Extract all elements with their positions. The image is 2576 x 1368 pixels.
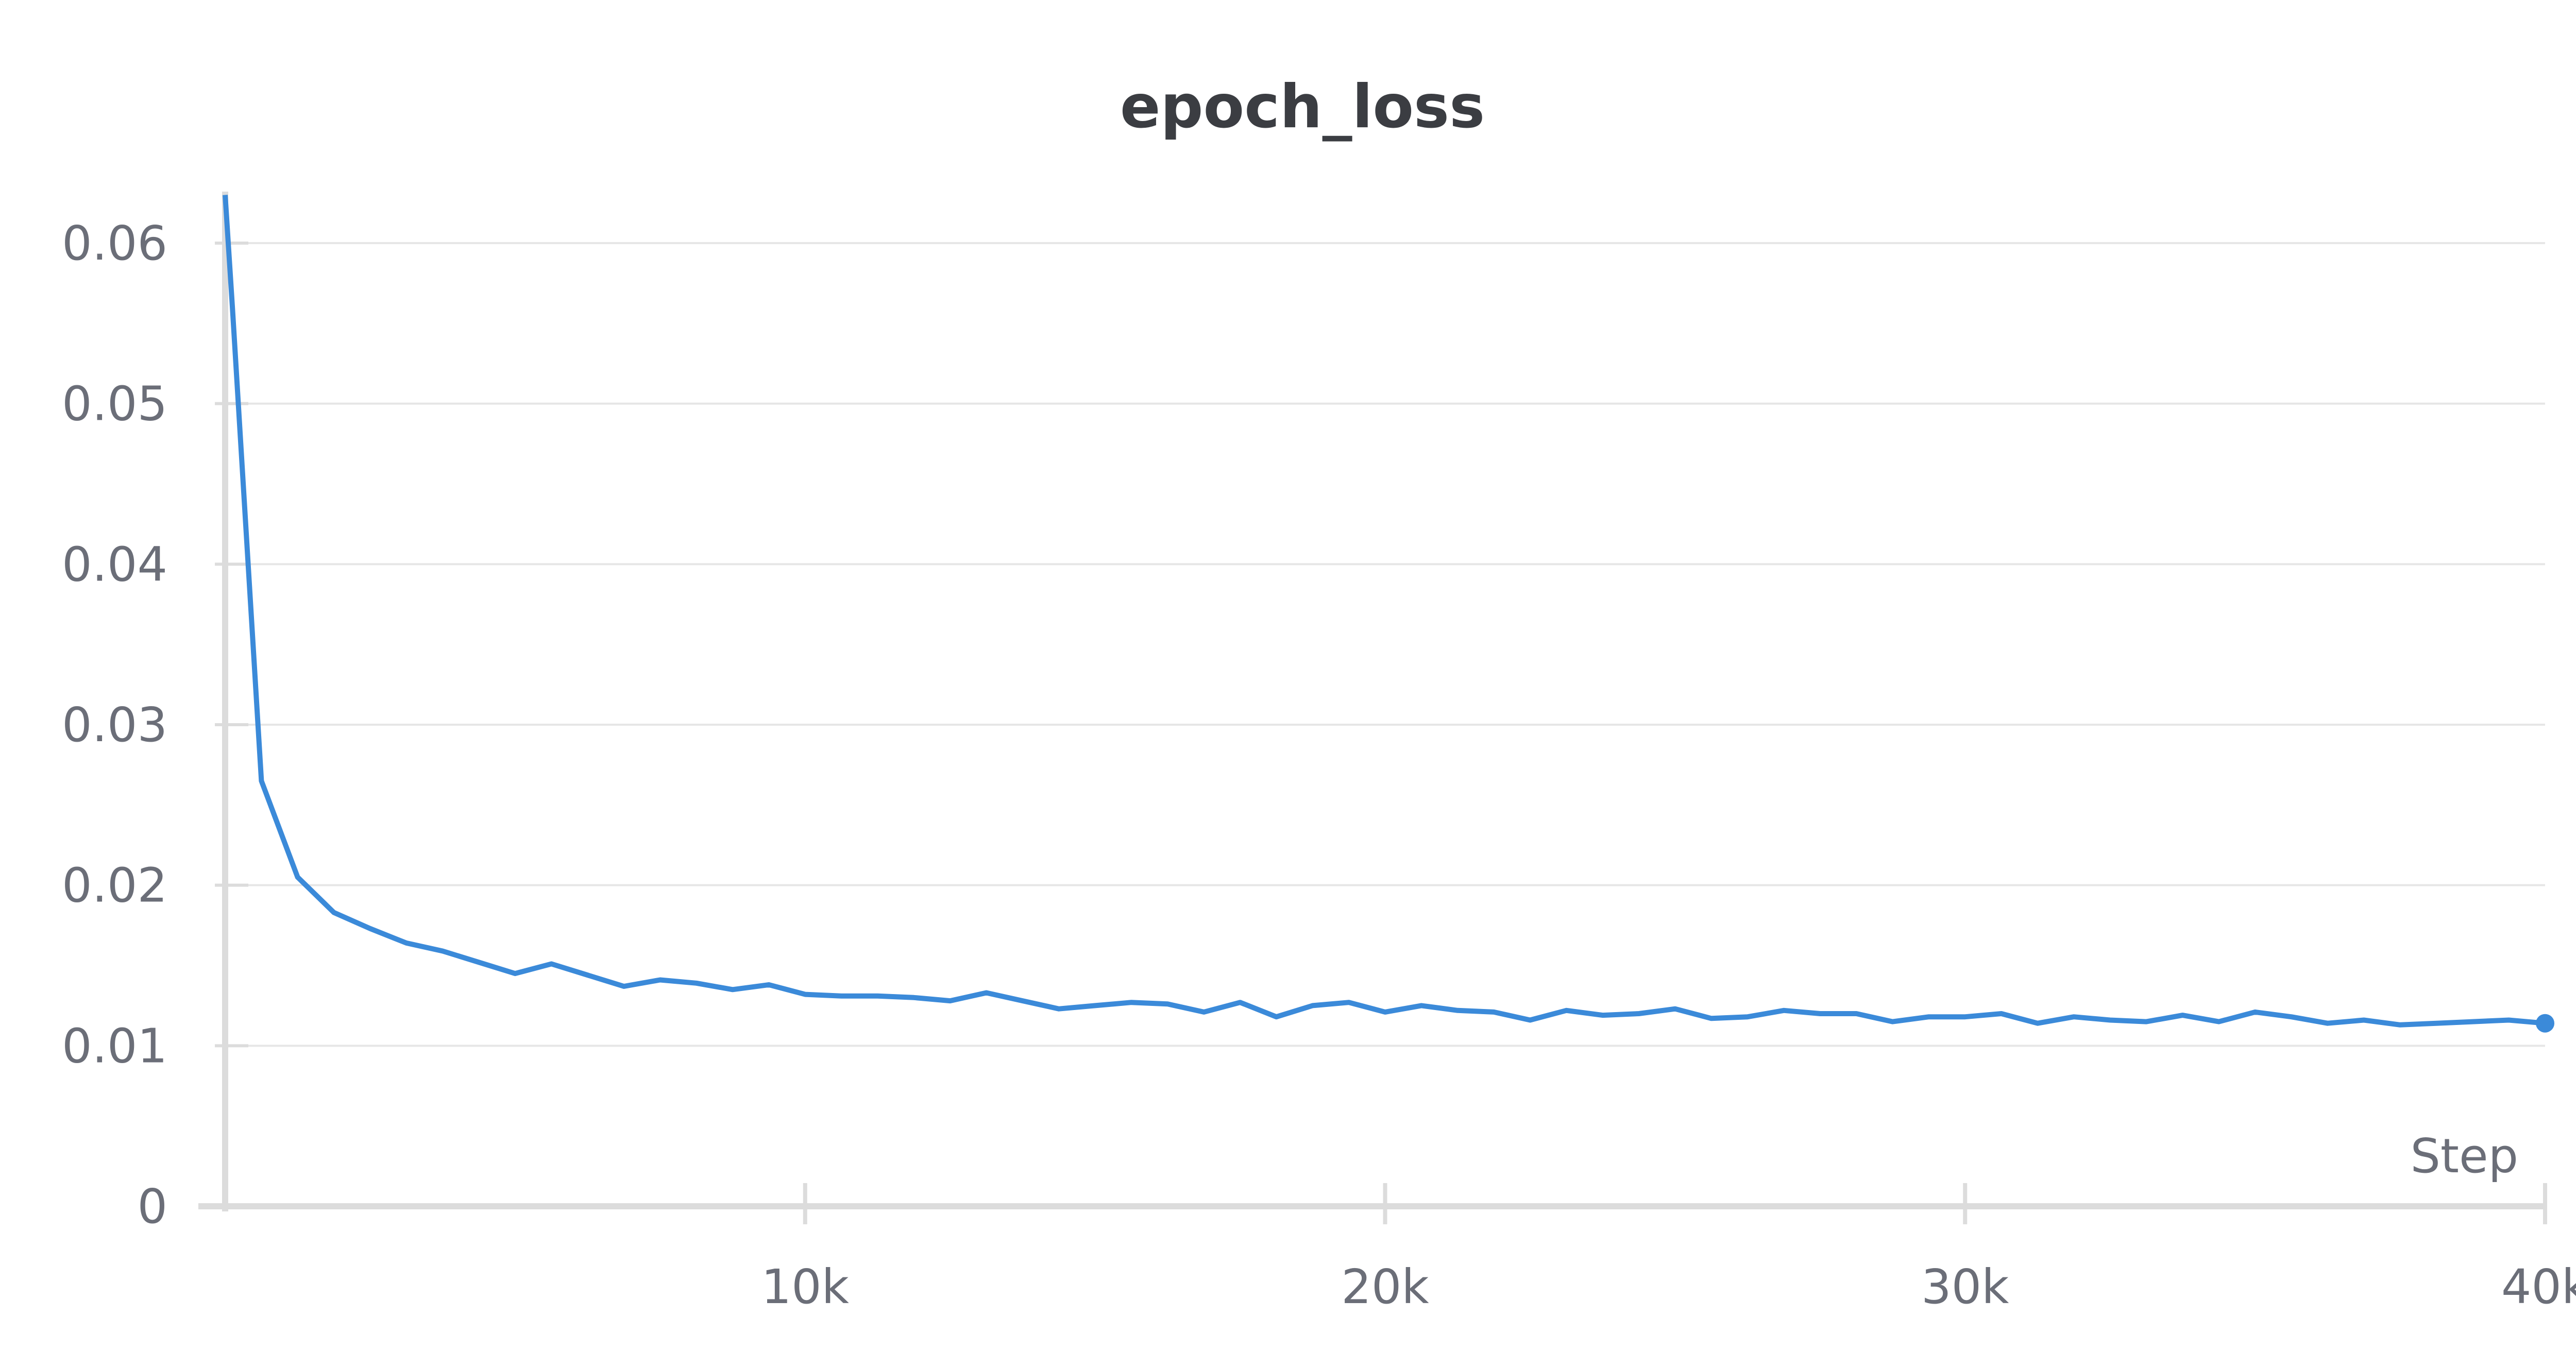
- series-group: [223, 195, 2554, 1033]
- chart-title: epoch_loss: [1120, 72, 1485, 142]
- y-tick-label: 0.04: [62, 537, 167, 592]
- y-tick-label: 0: [137, 1179, 167, 1234]
- x-tick-label: 30k: [1921, 1259, 2009, 1314]
- y-axis-ticks: 0 0.01 0.02 0.03 0.04 0.05 0.06: [62, 216, 248, 1234]
- y-tick-label: 0.06: [62, 216, 167, 271]
- x-tick-label: 40k: [2501, 1259, 2576, 1314]
- grid-lines: [225, 242, 2545, 1047]
- x-tick-label: 10k: [761, 1259, 850, 1314]
- series-end-point: [2536, 1014, 2554, 1033]
- y-tick-label: 0.01: [62, 1018, 167, 1073]
- x-tick-label: 20k: [1341, 1259, 1429, 1314]
- series-line: [223, 195, 2546, 1028]
- axes: [198, 192, 2545, 1211]
- y-tick-label: 0.03: [62, 697, 167, 753]
- x-axis-ticks: 10k 20k 30k 40k: [761, 1183, 2576, 1314]
- y-tick-label: 0.02: [62, 858, 167, 913]
- x-axis-label: Step: [2411, 1128, 2518, 1184]
- y-tick-label: 0.05: [62, 377, 167, 432]
